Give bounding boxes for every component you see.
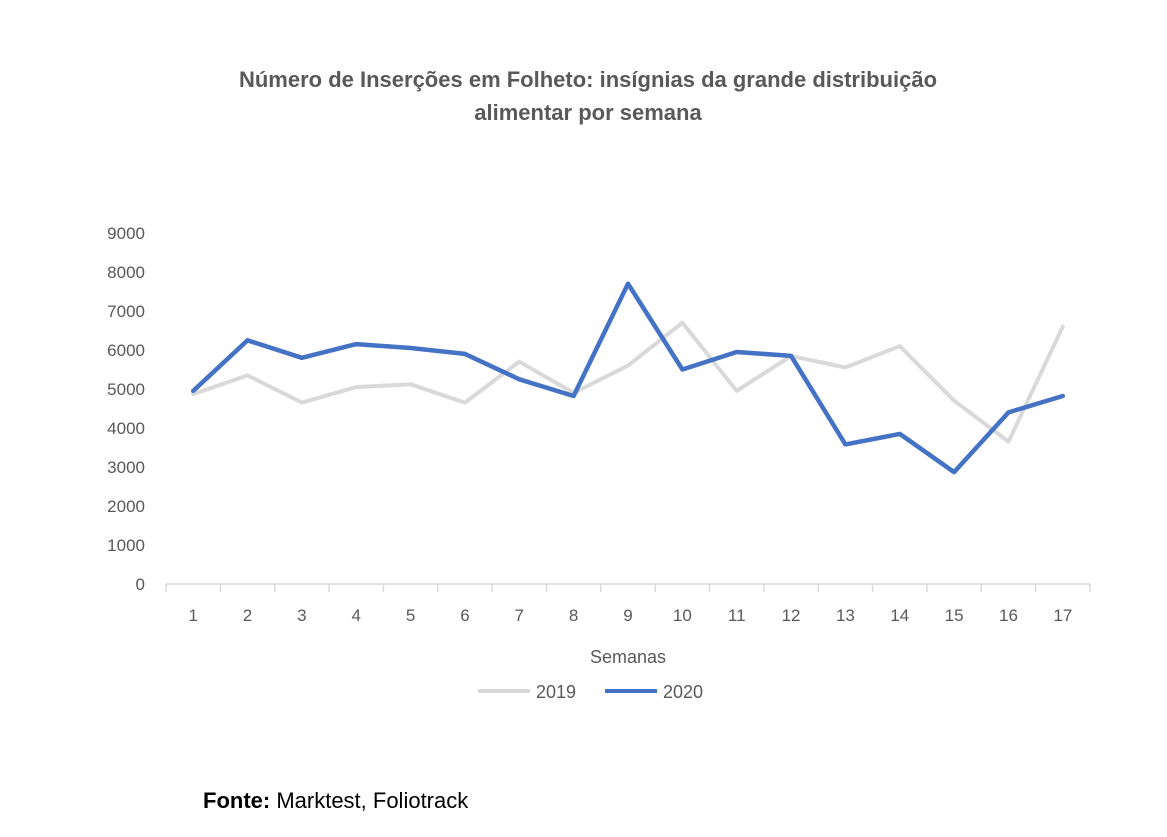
x-axis: 1 2 3 4 5 6 7 8 9 10 11 12 13 14 15 16 17	[165, 583, 1091, 625]
y-tick-label: 2000	[107, 497, 145, 516]
series-lines	[190, 281, 1066, 475]
y-tick-label: 4000	[107, 419, 145, 438]
y-tick-label: 6000	[107, 341, 145, 360]
source-label: Fonte:	[203, 788, 271, 813]
x-tick-label: 1	[188, 606, 197, 625]
legend-label-2019: 2019	[536, 682, 576, 702]
chart-title-line-1: Número de Inserções em Folheto: insígnia…	[239, 67, 937, 92]
x-tick-label: 4	[352, 606, 361, 625]
legend-label-2020: 2020	[663, 682, 703, 702]
source-note: Fonte: Marktest, Foliotrack	[203, 788, 468, 814]
y-tick-label: 1000	[107, 536, 145, 555]
x-tick-label: 12	[782, 606, 801, 625]
x-tick-label: 3	[297, 606, 306, 625]
y-tick-label: 5000	[107, 380, 145, 399]
x-tick-label: 5	[406, 606, 415, 625]
y-tick-label: 7000	[107, 302, 145, 321]
x-tick-label: 13	[836, 606, 855, 625]
legend: 2019 2020	[478, 682, 703, 702]
x-tick-label: 8	[569, 606, 578, 625]
x-axis-title: Semanas	[590, 647, 666, 667]
x-tick-label: 10	[673, 606, 692, 625]
x-tick-label: 11	[728, 606, 746, 625]
x-tick-label: 2	[243, 606, 252, 625]
series-line-2019	[191, 320, 1065, 444]
x-tick-label: 9	[623, 606, 632, 625]
y-tick-label: 3000	[107, 458, 145, 477]
source-text: Marktest, Foliotrack	[270, 788, 469, 813]
series-line-2020	[190, 281, 1066, 475]
chart-title-line-2: alimentar por semana	[474, 100, 702, 125]
x-tick-label: 6	[460, 606, 469, 625]
x-tick-label: 16	[999, 606, 1018, 625]
y-axis-ticks: 0 1000 2000 3000 4000 5000 6000 7000 8000 9000	[107, 224, 145, 594]
y-tick-label: 9000	[107, 224, 145, 243]
x-tick-label: 7	[515, 606, 524, 625]
y-tick-label: 0	[136, 575, 145, 594]
x-tick-label: 14	[890, 606, 909, 625]
y-tick-label: 8000	[107, 263, 145, 282]
x-tick-label: 15	[945, 606, 964, 625]
x-tick-label: 17	[1053, 606, 1072, 625]
